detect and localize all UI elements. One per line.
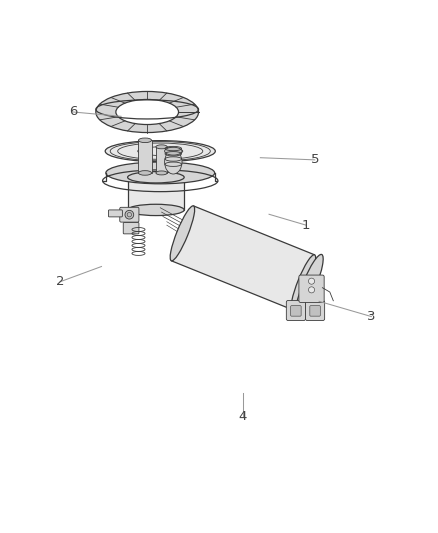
FancyBboxPatch shape: [305, 301, 325, 320]
Ellipse shape: [105, 141, 215, 161]
FancyBboxPatch shape: [109, 210, 122, 217]
Polygon shape: [171, 206, 314, 310]
FancyBboxPatch shape: [123, 223, 139, 234]
Ellipse shape: [116, 100, 179, 125]
FancyBboxPatch shape: [310, 306, 320, 316]
Text: 2: 2: [56, 275, 64, 288]
Ellipse shape: [106, 162, 215, 184]
Ellipse shape: [165, 147, 182, 155]
Polygon shape: [138, 140, 152, 173]
FancyBboxPatch shape: [286, 301, 305, 320]
Ellipse shape: [138, 171, 152, 175]
FancyBboxPatch shape: [120, 207, 139, 222]
Circle shape: [125, 211, 134, 219]
FancyBboxPatch shape: [299, 275, 324, 303]
Ellipse shape: [170, 206, 194, 261]
Ellipse shape: [165, 150, 182, 174]
Text: 4: 4: [239, 410, 247, 423]
Circle shape: [308, 287, 314, 293]
Ellipse shape: [96, 92, 198, 133]
FancyBboxPatch shape: [291, 306, 301, 316]
Polygon shape: [127, 177, 184, 210]
Text: 1: 1: [302, 219, 310, 232]
Ellipse shape: [118, 143, 203, 159]
Text: 6: 6: [69, 106, 78, 118]
Text: 5: 5: [311, 154, 319, 166]
Circle shape: [308, 278, 314, 284]
Polygon shape: [156, 147, 167, 173]
Ellipse shape: [127, 204, 184, 215]
Ellipse shape: [156, 171, 167, 175]
Ellipse shape: [138, 147, 183, 156]
Ellipse shape: [127, 172, 184, 183]
Ellipse shape: [156, 145, 167, 149]
Ellipse shape: [138, 138, 152, 142]
Text: 3: 3: [367, 310, 375, 323]
Ellipse shape: [291, 255, 316, 310]
Ellipse shape: [296, 254, 323, 315]
